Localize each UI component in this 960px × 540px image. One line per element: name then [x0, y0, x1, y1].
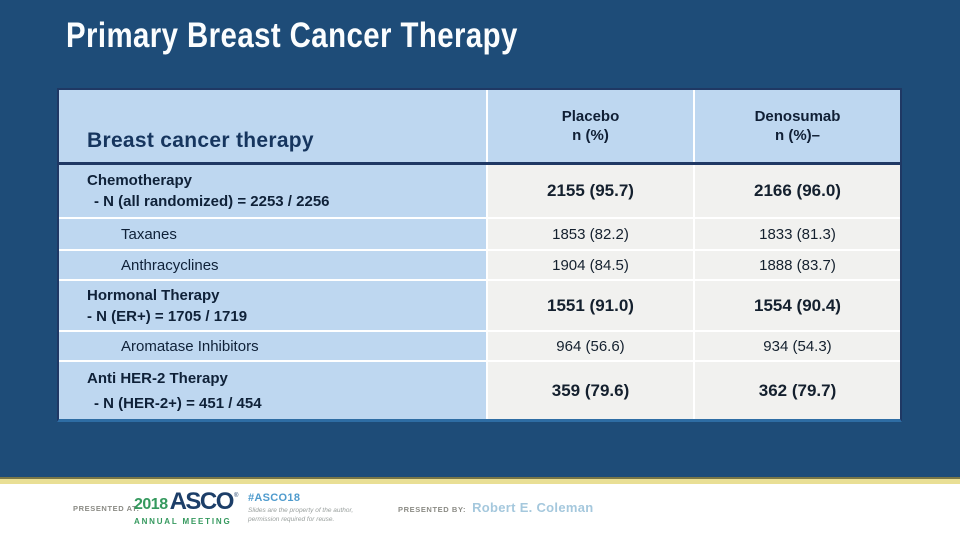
- therapy-label-cell: Aromatase Inhibitors: [59, 332, 486, 360]
- denosumab-value: 362 (79.7): [693, 362, 900, 419]
- logo-subtitle: ANNUAL MEETING: [134, 517, 232, 526]
- table-row-chemotherapy: Chemotherapy - N (all randomized) = 2253…: [59, 165, 900, 217]
- denosumab-value: 2166 (96.0): [693, 165, 900, 217]
- therapy-label-cell: Hormonal Therapy - N (ER+) = 1705 / 1719: [59, 281, 486, 330]
- logo-org: ASCO: [169, 488, 235, 515]
- placebo-header-line2: n (%): [572, 127, 609, 144]
- logo-line1: 2018 ASCO ®: [134, 488, 238, 516]
- table-row-anti-her2-therapy: Anti HER-2 Therapy - N (HER-2+) = 451 / …: [59, 360, 900, 419]
- therapy-sublabel: - N (ER+) = 1705 / 1719: [87, 307, 248, 325]
- table-row-hormonal-therapy: Hormonal Therapy - N (ER+) = 1705 / 1719…: [59, 279, 900, 330]
- therapy-sublabel: - N (HER-2+) = 451 / 454: [94, 394, 262, 412]
- presenter-name: Robert E. Coleman: [472, 500, 594, 515]
- presented-by-label: PRESENTED BY:: [398, 505, 467, 514]
- denosumab-header-line2: n (%)–: [775, 127, 820, 144]
- footer: PRESENTED AT: 2018 ASCO ® ANNUAL MEETING…: [0, 484, 960, 540]
- placebo-value: 964 (56.6): [486, 332, 693, 360]
- therapy-label-cell: Taxanes: [59, 219, 486, 249]
- placebo-value: 1853 (82.2): [486, 219, 693, 249]
- therapy-label: Chemotherapy: [87, 172, 193, 189]
- hashtag-block: #ASCO18 Slides are the property of the a…: [248, 492, 368, 524]
- registered-mark-icon: ®: [233, 493, 239, 499]
- therapy-label: Taxanes: [121, 225, 177, 243]
- placebo-value: 2155 (95.7): [486, 165, 693, 217]
- placebo-value: 1551 (91.0): [486, 281, 693, 330]
- denosumab-value: 1833 (81.3): [693, 219, 900, 249]
- table-row-aromatase-inhibitors: Aromatase Inhibitors 964 (56.6) 934 (54.…: [59, 330, 900, 360]
- therapy-label-cell: Chemotherapy - N (all randomized) = 2253…: [59, 165, 486, 217]
- therapy-label: Aromatase Inhibitors: [121, 337, 259, 355]
- presented-by-block: PRESENTED BY: Robert E. Coleman: [398, 500, 594, 515]
- disclaimer-line2: permission required for reuse.: [248, 515, 335, 523]
- placebo-value: 1904 (84.5): [486, 251, 693, 279]
- asco-annual-meeting-logo: 2018 ASCO ® ANNUAL MEETING: [134, 488, 238, 526]
- denosumab-value: 1888 (83.7): [693, 251, 900, 279]
- gold-divider: [0, 477, 960, 484]
- table-row-taxanes: Taxanes 1853 (82.2) 1833 (81.3): [59, 217, 900, 249]
- therapy-sublabel: - N (all randomized) = 2253 / 2256: [94, 193, 330, 210]
- therapy-label: Anthracyclines: [121, 256, 219, 274]
- table-row-anthracyclines: Anthracyclines 1904 (84.5) 1888 (83.7): [59, 249, 900, 279]
- denosumab-value: 1554 (90.4): [693, 281, 900, 330]
- column-header-breast-cancer-therapy: Breast cancer therapy: [59, 90, 486, 162]
- placebo-header-line1: Placebo: [561, 108, 620, 125]
- slide-title: Primary Breast Cancer Therapy: [66, 16, 518, 55]
- placebo-value: 359 (79.6): [486, 362, 693, 419]
- therapy-label-cell: Anthracyclines: [59, 251, 486, 279]
- therapy-label: Hormonal Therapy: [87, 286, 220, 304]
- therapy-label: Anti HER-2 Therapy: [87, 369, 228, 387]
- presented-at-label: PRESENTED AT:: [73, 504, 140, 513]
- disclaimer-line1: Slides are the property of the author,: [248, 507, 354, 514]
- logo-year: 2018: [134, 496, 168, 513]
- denosumab-value: 934 (54.3): [693, 332, 900, 360]
- slide-disclaimer: Slides are the property of the author, p…: [248, 507, 368, 524]
- breast-cancer-therapy-table: Breast cancer therapy Placebo n (%) Deno…: [57, 88, 902, 422]
- column-header-placebo: Placebo n (%): [486, 90, 693, 162]
- therapy-label-cell: Anti HER-2 Therapy - N (HER-2+) = 451 / …: [59, 362, 486, 419]
- hashtag-label: #ASCO18: [248, 492, 301, 504]
- denosumab-header-line1: Denosumab: [754, 108, 841, 125]
- column-header-denosumab: Denosumab n (%)–: [693, 90, 900, 162]
- table-header-row: Breast cancer therapy Placebo n (%) Deno…: [59, 90, 900, 165]
